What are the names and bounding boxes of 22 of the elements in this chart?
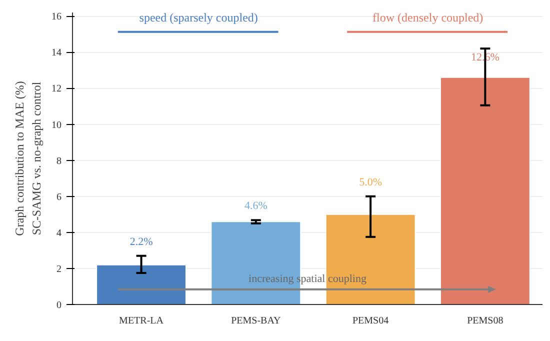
y-tick-label: 8: [56, 156, 62, 167]
y-tick-label: 0: [56, 300, 62, 311]
y-tick-label: 6: [56, 192, 62, 203]
annotation: flow (densely coupled): [372, 10, 484, 25]
data-label: 5.0%: [359, 176, 382, 188]
y-tick-label: 4: [56, 228, 62, 239]
x-tick-label: PEMS-BAY: [231, 316, 281, 326]
y-axis-title: Graph contribution to MAE (%) SC-SAMG vs. no-graph control: [12, 81, 44, 236]
x-tick-label: PEMS04: [352, 316, 389, 326]
annotation: speed (sparsely coupled): [139, 10, 258, 25]
bar: [96, 264, 186, 304]
y-tick-label: 14: [52, 48, 62, 59]
x-tick-label: METR-LA: [119, 316, 164, 326]
data-label: 4.6%: [244, 200, 268, 212]
x-tick-label: PEMS08: [467, 316, 504, 326]
y-tick-label: 2: [56, 264, 62, 275]
bar: [325, 214, 416, 304]
data-label: 2.2%: [130, 236, 153, 248]
y-tick-label: 10: [52, 120, 62, 131]
y-tick-label: 16: [52, 12, 62, 23]
bar: [440, 76, 530, 304]
y-tick-label: 12: [52, 84, 62, 95]
